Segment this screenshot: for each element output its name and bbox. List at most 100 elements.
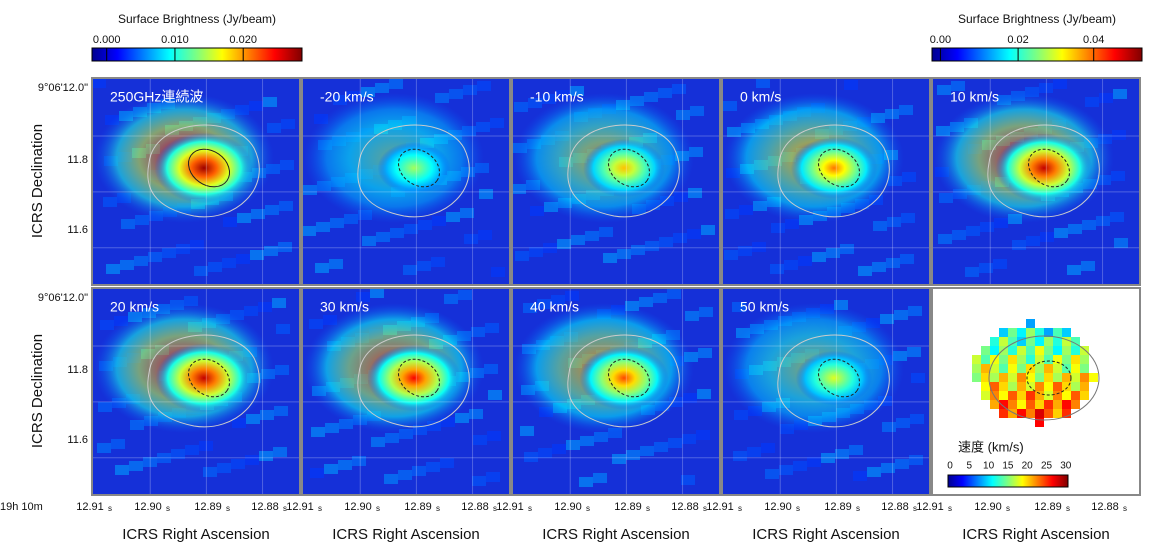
noise — [1096, 216, 1110, 226]
panel-frame — [931, 77, 1141, 286]
noise — [887, 217, 901, 227]
velocity-pixel — [999, 382, 1008, 391]
noise — [264, 246, 278, 256]
x-tick-label: 12.88 — [251, 501, 279, 513]
velocity-pixel — [1017, 355, 1026, 364]
noise — [515, 251, 529, 261]
contour — [357, 334, 470, 428]
noise — [463, 85, 477, 95]
velocity-tick-label: 30 — [1060, 461, 1072, 472]
x-tick-label: 12.89 — [614, 501, 642, 513]
panel-frame — [721, 77, 931, 286]
velocity-pixel — [1053, 364, 1062, 373]
velocity-tick-label: 10 — [983, 461, 995, 472]
emission — [795, 350, 873, 406]
noise — [339, 419, 353, 429]
velocity-pixel — [981, 391, 990, 400]
noise — [435, 93, 449, 103]
velocity-pixel — [1035, 346, 1044, 355]
contour — [147, 334, 260, 428]
velocity-tick-label: 20 — [1022, 461, 1034, 472]
velocity-pixel — [1044, 373, 1053, 382]
emission — [155, 343, 253, 413]
contour — [398, 358, 440, 398]
noise — [1081, 261, 1095, 271]
x-tick-label: 12.91 — [706, 501, 734, 513]
x-axis-label: ICRS Right Ascension — [542, 526, 690, 543]
noise — [896, 418, 910, 428]
noise — [895, 459, 909, 469]
x-tick-label: 12.89 — [404, 501, 432, 513]
noise — [273, 447, 287, 457]
velocity-pixel — [999, 346, 1008, 355]
noise — [907, 347, 921, 357]
noise — [371, 437, 385, 447]
y-tick-label: 9°06'12.0" — [38, 292, 88, 304]
x-tick-unit: s — [493, 504, 497, 513]
velocity-pixel — [1026, 373, 1035, 382]
noise — [771, 223, 785, 233]
contour — [777, 124, 890, 218]
noise — [658, 88, 672, 98]
velocity-pixel — [1008, 409, 1017, 418]
velocity-pixel — [1008, 337, 1017, 346]
noise — [276, 324, 290, 334]
noise — [333, 95, 347, 105]
noise — [752, 242, 766, 252]
noise — [672, 84, 686, 94]
colorbar-tick-label: 0.02 — [1007, 34, 1028, 46]
noise — [486, 472, 500, 482]
velocity-pixel — [1044, 409, 1053, 418]
noise — [579, 477, 593, 487]
panel: 10 km/s — [931, 77, 1141, 286]
noise — [347, 91, 361, 101]
noise — [316, 222, 330, 232]
velocity-pixel — [981, 355, 990, 364]
velocity-pixel — [990, 373, 999, 382]
x-tick-unit: s — [703, 504, 707, 513]
velocity-pixel — [1080, 382, 1089, 391]
noise — [1026, 236, 1040, 246]
noise — [231, 459, 245, 469]
x-axis-label: ICRS Right Ascension — [962, 526, 1110, 543]
noise — [449, 89, 463, 99]
x-tick-unit: s — [796, 504, 800, 513]
noise — [412, 466, 426, 476]
noise — [512, 184, 526, 194]
noise — [911, 373, 925, 383]
noise — [565, 291, 579, 301]
y-axis-label: ICRS Declination — [29, 124, 46, 238]
noise — [403, 265, 417, 275]
panel-label: 0 km/s — [740, 89, 781, 105]
x-axis-label: ICRS Right Ascension — [332, 526, 480, 543]
noise — [302, 226, 316, 236]
noise — [849, 445, 863, 455]
panel-frame — [301, 287, 511, 496]
noise — [473, 435, 487, 445]
noise — [263, 97, 277, 107]
velocity-pixel — [1026, 346, 1035, 355]
noise — [834, 300, 848, 310]
noise — [909, 455, 923, 465]
noise — [275, 365, 289, 375]
noise — [246, 414, 260, 424]
noise — [835, 449, 849, 459]
noise — [135, 215, 149, 225]
velocity-pixel — [1071, 400, 1080, 409]
velocity-pixel — [1017, 364, 1026, 373]
noise — [92, 78, 106, 88]
x-tick-label: 12.91 — [916, 501, 944, 513]
colorbar-tick-label: 0.00 — [930, 34, 951, 46]
noise — [537, 299, 551, 309]
colorbar-tick-label: 0.000 — [93, 34, 121, 46]
x-tick-unit: s — [318, 504, 322, 513]
velocity-title: 速度 (km/s) — [958, 439, 1024, 454]
noise — [1012, 240, 1026, 250]
panel-frame — [91, 287, 301, 496]
noise — [111, 439, 125, 449]
noise — [785, 219, 799, 229]
velocity-pixel — [1071, 337, 1080, 346]
noise — [258, 302, 272, 312]
noise — [426, 462, 440, 472]
velocity-tick-label: 5 — [967, 461, 973, 472]
